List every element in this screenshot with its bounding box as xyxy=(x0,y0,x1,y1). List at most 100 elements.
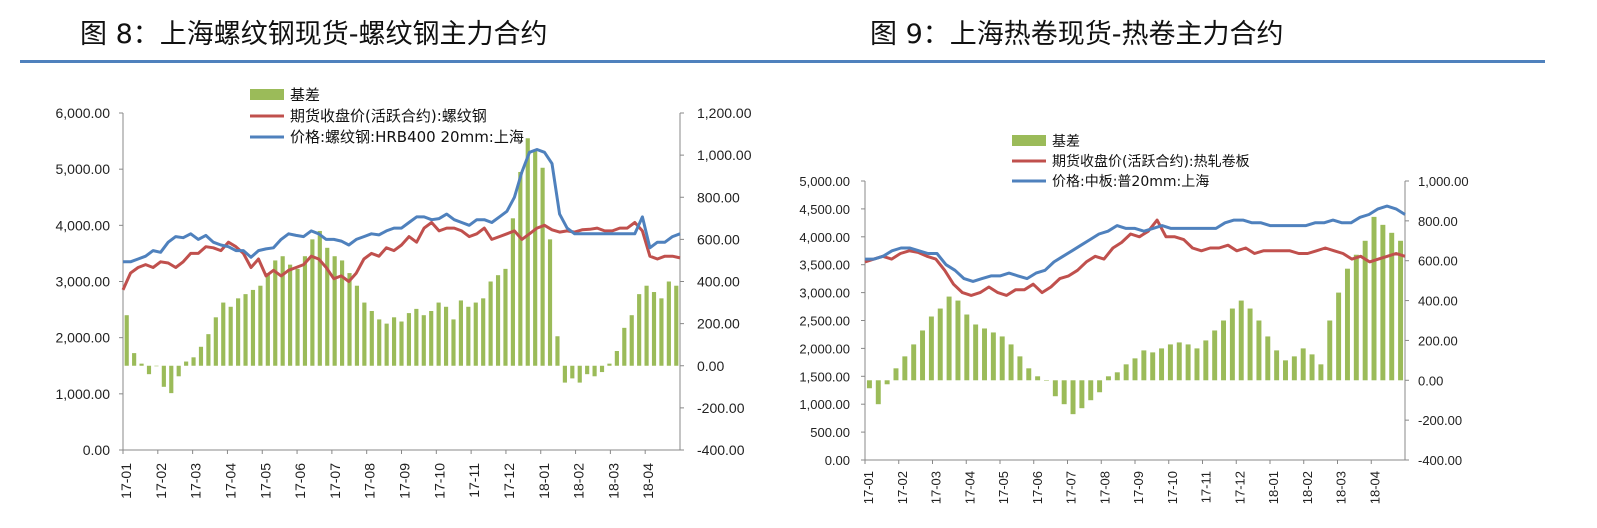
chart2-basis-bar xyxy=(1344,268,1350,381)
chart2-x-tick-label: 17-10 xyxy=(1165,471,1180,504)
chart2-basis-bar xyxy=(1043,380,1049,381)
chart1-x-tick-label: 18-01 xyxy=(536,463,552,499)
chart2-left-tick-label: 1,500.00 xyxy=(799,369,850,384)
chart1-basis-bar xyxy=(139,363,144,366)
chart1-basis-bar xyxy=(436,302,441,366)
chart1-basis-bar xyxy=(466,306,471,366)
chart2-basis-bar xyxy=(1150,352,1156,381)
chart2-basis-bar xyxy=(1212,330,1218,381)
chart1-left-tick-label: 2,000.00 xyxy=(56,330,111,346)
chart1-basis-bar xyxy=(332,256,337,366)
chart2-basis-bar xyxy=(875,380,881,405)
chart1-basis-bar xyxy=(533,150,538,366)
chart1-x-tick-label: 17-05 xyxy=(257,463,273,499)
chart1-basis-bar xyxy=(154,365,159,367)
chart1-basis-bar xyxy=(198,346,204,366)
chart2-basis-bar xyxy=(1327,320,1333,381)
chart2-basis-bar xyxy=(1141,350,1147,381)
chart1-x-tick-label: 17-12 xyxy=(501,463,517,499)
chart1-x-tick-label: 17-06 xyxy=(292,463,308,499)
chart1-basis-bar xyxy=(458,300,463,366)
chart1-basis-bar xyxy=(325,247,330,366)
chart1-basis-bar xyxy=(280,256,285,366)
chart2-legend-label: 基差 xyxy=(1052,133,1080,150)
chart2-basis-bar xyxy=(866,380,872,389)
chart1-x-tick-label: 18-02 xyxy=(571,463,587,499)
chart1-basis-bar xyxy=(176,365,181,377)
chart2-futures-line xyxy=(864,218,1406,297)
chart1-basis-bar xyxy=(236,298,241,366)
chart2-x-tick-label: 17-06 xyxy=(1030,471,1045,504)
chart1-basis-bar xyxy=(614,351,619,366)
chart1-basis-bar xyxy=(443,306,449,366)
chart2-basis-bar xyxy=(1256,320,1262,381)
chart1-basis-bar xyxy=(288,264,293,366)
chart2-basis-bar xyxy=(920,330,926,381)
chart1-basis-bar xyxy=(555,336,560,366)
chart1-legend-label: 价格:螺纹钢:HRB400 20mm:上海 xyxy=(290,128,524,146)
chart1-basis-bar xyxy=(228,306,233,366)
chart2-basis-bar xyxy=(1362,240,1368,381)
chart1-basis-bar xyxy=(362,302,367,366)
chart2-basis-bar xyxy=(1035,376,1041,381)
chart1-basis-bar xyxy=(384,323,389,366)
chart1-basis-bar xyxy=(421,315,426,366)
chart1-basis-bar xyxy=(369,310,374,366)
chart2-legend-label: 价格:中板:普20mm:上海 xyxy=(1052,174,1209,190)
chart1-basis-bar xyxy=(644,285,649,366)
chart1-left-tick-label: 5,000.00 xyxy=(56,161,111,177)
chart2-basis-bar xyxy=(1203,340,1209,381)
chart1-basis-bar xyxy=(451,319,456,366)
chart2-right-tick-label: 0.00 xyxy=(1418,373,1443,388)
chart1-basis-bar xyxy=(414,308,419,366)
chart1-right-tick-label: 1,000.00 xyxy=(697,147,752,163)
chart1-x-tick-label: 17-01 xyxy=(118,463,134,499)
chart2-spot-line xyxy=(865,204,1406,283)
chart1-spot-line xyxy=(123,148,681,264)
chart1-x-tick-label: 18-03 xyxy=(605,463,621,499)
chart2-basis-bar xyxy=(990,332,996,381)
chart1-x-tick-label: 17-10 xyxy=(431,463,447,499)
chart2-basis-bar xyxy=(1008,344,1014,381)
chart1-basis-bar xyxy=(377,319,382,366)
chart1-x-tick-label: 17-08 xyxy=(362,463,378,499)
chart2-basis-bar xyxy=(1389,232,1395,381)
chart1-basis-bar xyxy=(302,256,308,366)
chart2-x-tick-label: 18-02 xyxy=(1300,471,1315,504)
chart1-x-tick-label: 17-09 xyxy=(397,463,413,499)
chart2-left-tick-label: 2,500.00 xyxy=(799,314,850,329)
chart2-basis-bar xyxy=(1061,380,1067,405)
chart1-right-tick-label: 0.00 xyxy=(697,358,724,374)
chart2-basis-bar xyxy=(1291,356,1297,381)
chart1-basis-bar xyxy=(577,365,582,383)
chart2-right-tick-label: -400.00 xyxy=(1418,453,1462,468)
chart1-basis-bar xyxy=(213,317,218,366)
chart2-basis-bar xyxy=(1274,350,1280,381)
chart2-basis-bar xyxy=(911,344,917,381)
chart1-basis-bar xyxy=(191,357,196,366)
title-divider xyxy=(20,60,1545,63)
chart2-basis-bar xyxy=(1167,344,1173,381)
chart1-basis-bar xyxy=(510,218,515,366)
chart2-basis-bar xyxy=(1380,224,1386,381)
chart2-right-tick-label: -200.00 xyxy=(1418,413,1462,428)
chart1-basis-bar xyxy=(124,315,129,366)
chart2-basis-bar xyxy=(1017,356,1023,381)
chart2-basis-bar xyxy=(1353,254,1359,381)
chart1-basis-bar xyxy=(429,310,434,366)
figure-9-title: 图 9：上海热卷现货-热卷主力合约 xyxy=(870,19,1284,50)
chart1-basis-bar xyxy=(562,365,567,383)
chart2-x-tick-label: 17-01 xyxy=(861,471,876,504)
chart1-basis-bar xyxy=(488,281,493,366)
chart2-x-tick-label: 18-03 xyxy=(1334,471,1349,504)
chart2-basis-bar xyxy=(1132,358,1138,381)
chart2-basis-bar xyxy=(982,328,987,381)
chart1-basis-bar xyxy=(310,239,315,366)
chart1-basis-bar xyxy=(666,281,671,366)
chart1-basis-bar xyxy=(503,268,508,366)
chart2-basis-bar xyxy=(937,308,943,381)
chart1-basis-bar xyxy=(518,171,523,366)
chart1-basis-bar xyxy=(481,298,486,366)
chart1-basis-bar xyxy=(354,285,360,366)
